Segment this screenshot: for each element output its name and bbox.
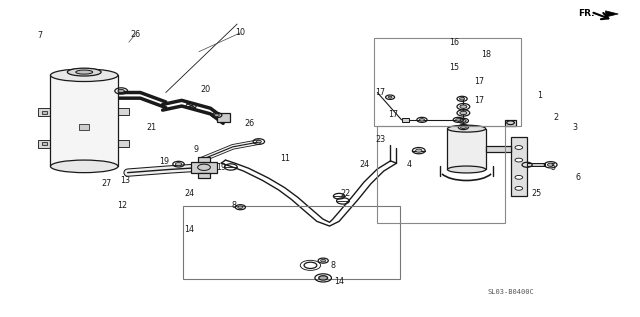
Polygon shape <box>38 140 51 147</box>
Text: 16: 16 <box>449 38 459 47</box>
Text: 15: 15 <box>449 63 459 72</box>
Ellipse shape <box>51 69 118 81</box>
Text: 5: 5 <box>550 164 555 172</box>
Bar <box>401 118 409 122</box>
Ellipse shape <box>447 125 486 132</box>
Bar <box>42 111 47 114</box>
Bar <box>505 120 516 126</box>
Polygon shape <box>605 11 618 17</box>
Circle shape <box>460 105 467 108</box>
Text: 26: 26 <box>245 120 255 128</box>
Bar <box>378 126 505 223</box>
Circle shape <box>419 119 424 121</box>
Bar <box>191 162 217 173</box>
Text: FR.: FR. <box>578 10 595 18</box>
Circle shape <box>515 176 523 179</box>
Text: 19: 19 <box>159 157 169 166</box>
Circle shape <box>319 276 328 280</box>
Bar <box>447 129 486 170</box>
Circle shape <box>461 120 466 122</box>
Circle shape <box>547 163 554 166</box>
Circle shape <box>198 164 211 171</box>
Text: 26: 26 <box>130 30 140 39</box>
Ellipse shape <box>51 160 118 173</box>
Circle shape <box>515 146 523 149</box>
Text: 2: 2 <box>553 113 558 122</box>
Text: 7: 7 <box>37 31 42 41</box>
Bar <box>374 37 521 126</box>
Text: 8: 8 <box>330 261 335 270</box>
Circle shape <box>515 158 523 162</box>
Ellipse shape <box>447 166 486 173</box>
Text: 17: 17 <box>376 88 385 97</box>
Text: 24: 24 <box>184 189 195 197</box>
Text: 12: 12 <box>117 201 127 210</box>
Bar <box>217 113 230 122</box>
Text: 21: 21 <box>146 123 156 132</box>
Circle shape <box>256 140 261 143</box>
Text: 10: 10 <box>236 28 245 37</box>
Text: SL03-B0400C: SL03-B0400C <box>488 289 534 295</box>
Bar <box>527 163 545 166</box>
Text: 25: 25 <box>532 189 542 197</box>
Text: 11: 11 <box>280 154 290 163</box>
Text: 18: 18 <box>481 50 491 59</box>
Ellipse shape <box>67 68 101 76</box>
Circle shape <box>415 149 422 152</box>
Circle shape <box>456 119 461 121</box>
Polygon shape <box>118 140 129 146</box>
Circle shape <box>460 111 467 115</box>
Circle shape <box>460 98 465 100</box>
Text: 17: 17 <box>474 77 484 86</box>
Text: 27: 27 <box>101 179 111 188</box>
Ellipse shape <box>76 70 93 74</box>
Text: 13: 13 <box>121 176 131 185</box>
Circle shape <box>515 186 523 190</box>
Bar <box>486 146 511 152</box>
Circle shape <box>214 114 220 116</box>
Text: 9: 9 <box>193 145 198 153</box>
Text: 17: 17 <box>474 96 484 105</box>
Circle shape <box>461 126 466 128</box>
Text: 1: 1 <box>538 91 542 100</box>
Circle shape <box>238 206 243 209</box>
Text: 14: 14 <box>334 276 344 286</box>
Bar <box>183 206 399 280</box>
Circle shape <box>321 259 326 262</box>
Bar <box>79 124 90 130</box>
Circle shape <box>118 89 124 93</box>
Text: 8: 8 <box>232 201 236 210</box>
Bar <box>51 75 118 166</box>
Text: 19: 19 <box>216 164 227 172</box>
Text: 4: 4 <box>406 160 412 169</box>
Bar <box>511 137 527 196</box>
Text: 24: 24 <box>360 160 370 169</box>
Text: 22: 22 <box>340 189 351 197</box>
Bar <box>42 142 47 145</box>
Polygon shape <box>118 108 129 115</box>
Circle shape <box>175 163 182 166</box>
Text: 17: 17 <box>388 110 398 119</box>
Text: 14: 14 <box>184 225 195 234</box>
Text: 6: 6 <box>575 173 580 182</box>
Text: 20: 20 <box>200 85 211 94</box>
Bar <box>198 157 211 162</box>
Bar <box>198 173 211 178</box>
Text: 23: 23 <box>376 135 385 144</box>
Polygon shape <box>38 108 51 116</box>
Circle shape <box>388 96 392 98</box>
Text: 3: 3 <box>572 123 577 132</box>
